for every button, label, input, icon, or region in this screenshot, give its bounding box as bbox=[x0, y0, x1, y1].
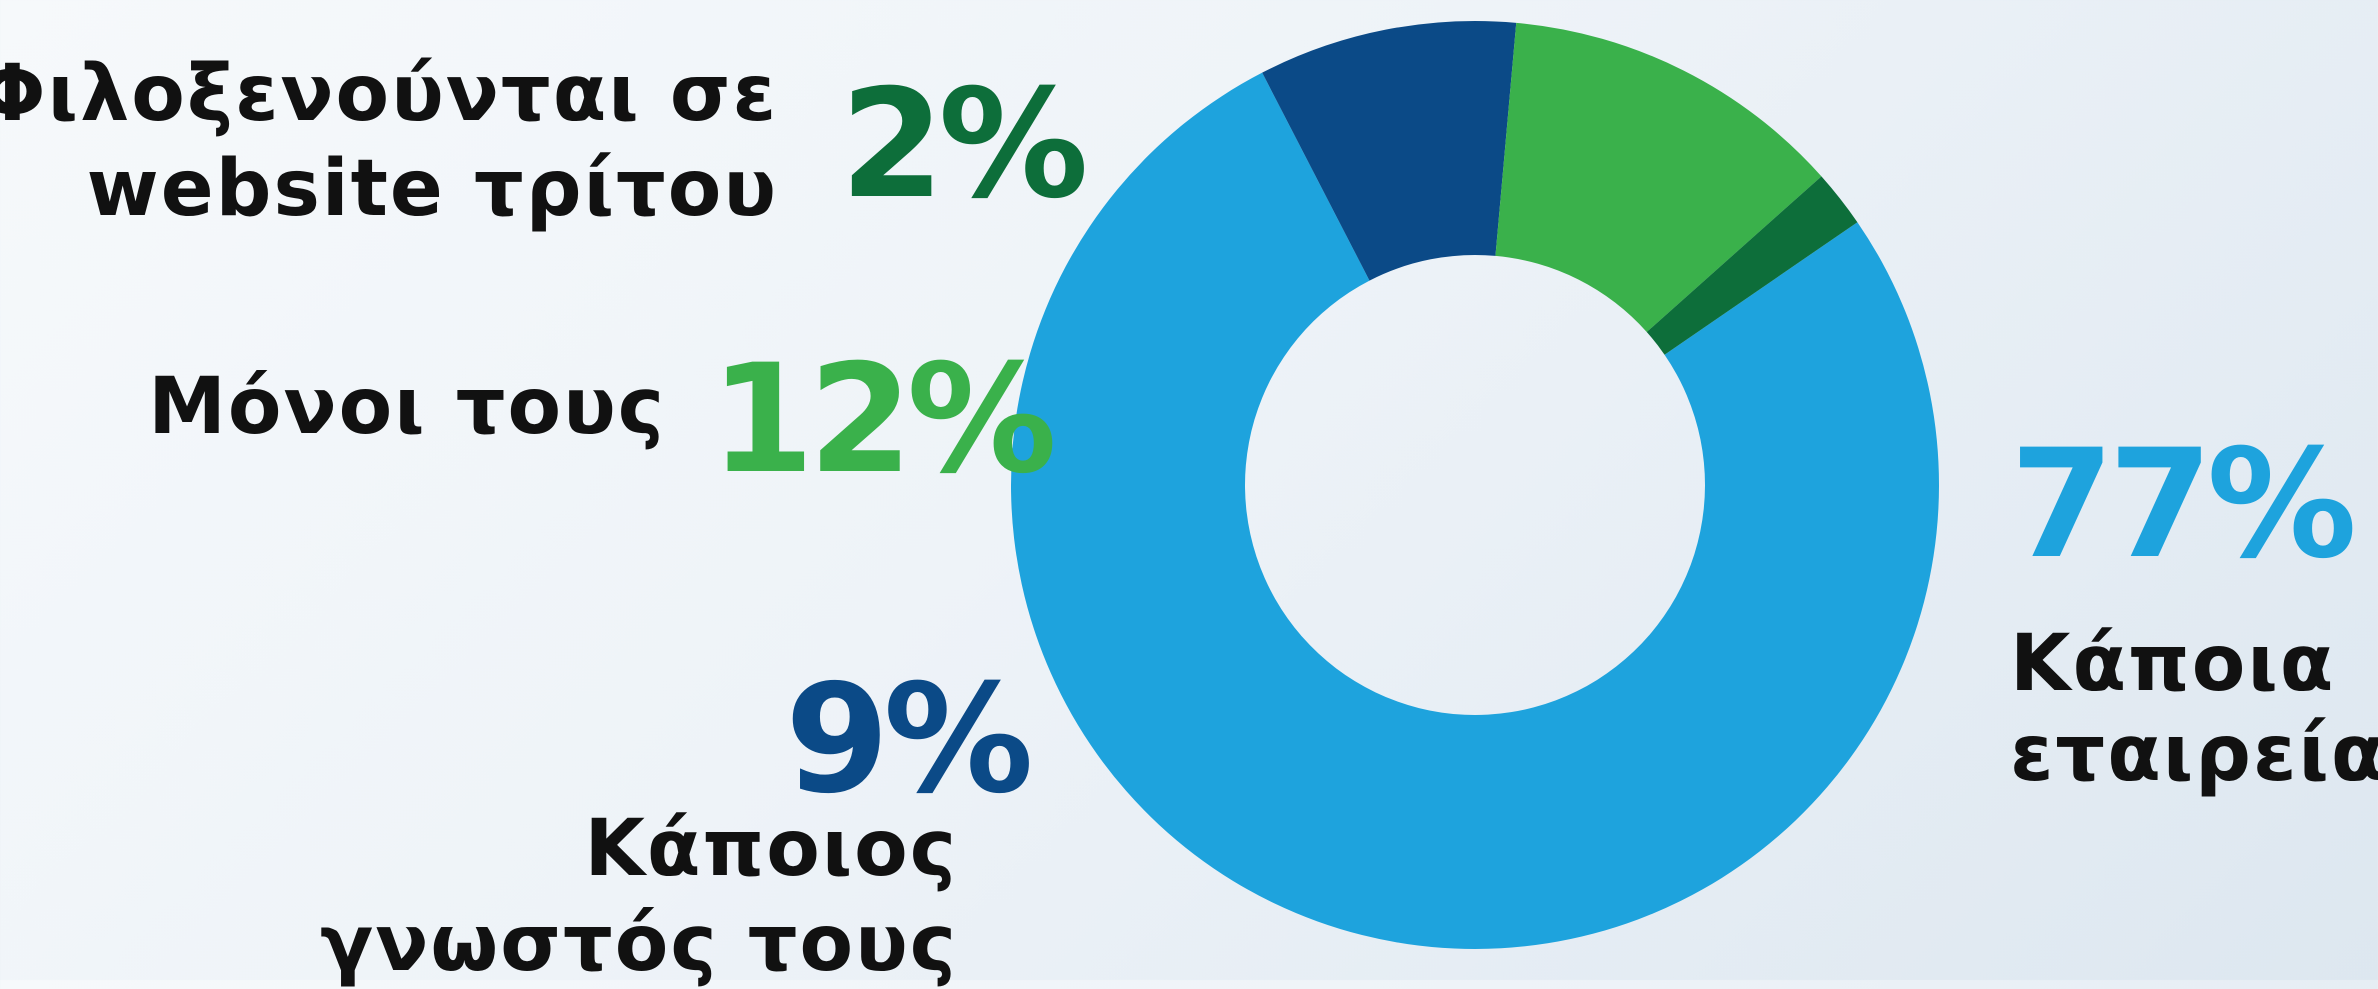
label-company-line2: εταιρεία bbox=[2010, 709, 2378, 799]
pct-third-party: 2% bbox=[840, 58, 1089, 232]
donut-slices bbox=[1011, 20, 1939, 950]
donut-slice-3 bbox=[1646, 176, 1858, 355]
label-company-line1: Κάποια bbox=[2010, 619, 2336, 709]
label-self: Μόνοι τους bbox=[148, 362, 666, 452]
pct-self: 12% bbox=[710, 333, 1057, 507]
label-third-party-line2: website τρίτου bbox=[86, 144, 778, 234]
pct-acquaintance: 9% bbox=[785, 653, 1034, 827]
label-third-party-line1: Φιλοξενούνται σε bbox=[0, 49, 778, 139]
donut-slice-0 bbox=[1011, 72, 1939, 950]
label-acquaintance-line2: γνωστός τους bbox=[320, 899, 958, 989]
donut-slice-1 bbox=[1262, 20, 1517, 281]
donut-slice-2 bbox=[1495, 22, 1822, 332]
pct-company: 77% bbox=[2010, 418, 2357, 592]
label-acquaintance-line1: Κάποιος bbox=[584, 804, 958, 894]
